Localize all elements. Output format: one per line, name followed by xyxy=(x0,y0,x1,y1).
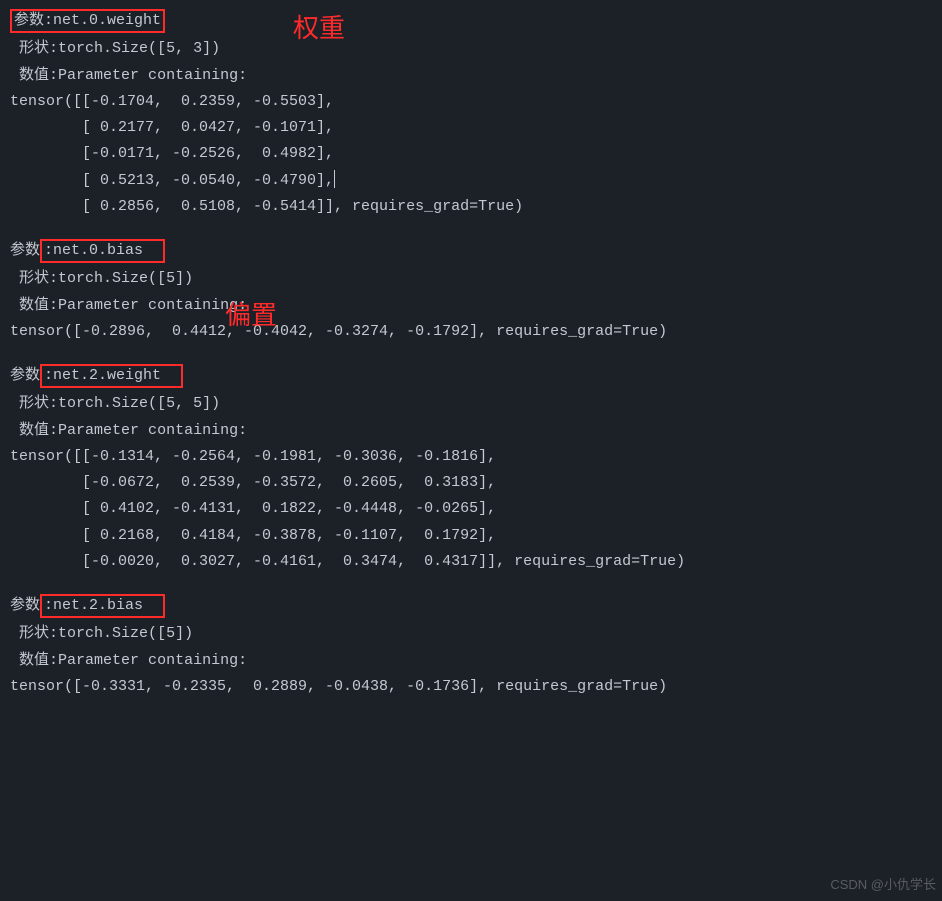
shape-label: 形状 xyxy=(19,395,49,412)
text-cursor xyxy=(334,170,335,188)
param-block: 参数:net.2.weight 形状:torch.Size([5, 5]) 数值… xyxy=(10,363,932,575)
shape-value: torch.Size([5]) xyxy=(58,625,193,642)
tensor-line: tensor([-0.3331, -0.2335, 0.2889, -0.043… xyxy=(10,674,932,700)
value-intro: Parameter containing: xyxy=(58,67,247,84)
param-block: 参数:net.0.weight 形状:torch.Size([5, 3]) 数值… xyxy=(10,8,932,220)
param-name: net.0.weight xyxy=(53,12,161,29)
watermark: CSDN @小仇学长 xyxy=(830,874,936,897)
param-name: net.0.bias xyxy=(53,242,143,259)
shape-line: 形状:torch.Size([5]) xyxy=(10,266,932,292)
value-line: 数值:Parameter containing: xyxy=(10,418,932,444)
terminal-output: 参数:net.0.weight 形状:torch.Size([5, 3]) 数值… xyxy=(0,0,942,700)
tensor-line: [ 0.2856, 0.5108, -0.5414]], requires_gr… xyxy=(10,194,932,220)
value-label: 数值 xyxy=(19,652,49,669)
param-block: 参数:net.0.bias 形状:torch.Size([5]) 数值:Para… xyxy=(10,238,932,345)
value-line: 数值:Parameter containing: xyxy=(10,648,932,674)
tensor-line: [ 0.4102, -0.4131, 0.1822, -0.4448, -0.0… xyxy=(10,496,932,522)
param-name-box: :net.2.weight xyxy=(40,364,183,388)
tensor-line: tensor([-0.2896, 0.4412, -0.4042, -0.327… xyxy=(10,319,932,345)
tensor-line: [ 0.2177, 0.0427, -0.1071], xyxy=(10,115,932,141)
value-line: 数值:Parameter containing: xyxy=(10,293,932,319)
shape-value: torch.Size([5, 5]) xyxy=(58,395,220,412)
param-name: net.2.bias xyxy=(53,597,143,614)
annotation-bias: 偏置 xyxy=(225,302,277,328)
shape-label: 形状 xyxy=(19,625,49,642)
param-label: 参数 xyxy=(14,12,44,29)
value-intro: Parameter containing: xyxy=(58,297,247,314)
tensor-line: [-0.0672, 0.2539, -0.3572, 0.2605, 0.318… xyxy=(10,470,932,496)
tensor-line: tensor([[-0.1314, -0.2564, -0.1981, -0.3… xyxy=(10,444,932,470)
param-name-box: :net.2.bias xyxy=(40,594,165,618)
value-intro: Parameter containing: xyxy=(58,422,247,439)
param-name-box: :net.0.bias xyxy=(40,239,165,263)
shape-label: 形状 xyxy=(19,40,49,57)
tensor-line: [-0.0171, -0.2526, 0.4982], xyxy=(10,141,932,167)
param-name: net.2.weight xyxy=(53,367,161,384)
shape-value: torch.Size([5, 3]) xyxy=(58,40,220,57)
param-header: 参数:net.0.bias xyxy=(10,238,932,264)
tensor-line: [ 0.5213, -0.0540, -0.4790], xyxy=(10,168,932,194)
shape-line: 形状:torch.Size([5]) xyxy=(10,621,932,647)
tensor-line: tensor([[-0.1704, 0.2359, -0.5503], xyxy=(10,89,932,115)
shape-line: 形状:torch.Size([5, 5]) xyxy=(10,391,932,417)
value-label: 数值 xyxy=(19,297,49,314)
annotation-weight: 权重 xyxy=(293,15,345,41)
shape-value: torch.Size([5]) xyxy=(58,270,193,287)
param-block: 参数:net.2.bias 形状:torch.Size([5]) 数值:Para… xyxy=(10,593,932,700)
tensor-line: [-0.0020, 0.3027, -0.4161, 0.3474, 0.431… xyxy=(10,549,932,575)
param-label: 参数 xyxy=(10,367,40,384)
param-header: 参数:net.2.bias xyxy=(10,593,932,619)
value-label: 数值 xyxy=(19,422,49,439)
param-name-box: 参数:net.0.weight xyxy=(10,9,165,33)
shape-label: 形状 xyxy=(19,270,49,287)
value-line: 数值:Parameter containing: xyxy=(10,63,932,89)
param-header: 参数:net.0.weight xyxy=(10,8,932,34)
tensor-line: [ 0.2168, 0.4184, -0.3878, -0.1107, 0.17… xyxy=(10,523,932,549)
value-intro: Parameter containing: xyxy=(58,652,247,669)
param-header: 参数:net.2.weight xyxy=(10,363,932,389)
param-label: 参数 xyxy=(10,597,40,614)
shape-line: 形状:torch.Size([5, 3]) xyxy=(10,36,932,62)
value-label: 数值 xyxy=(19,67,49,84)
param-label: 参数 xyxy=(10,242,40,259)
